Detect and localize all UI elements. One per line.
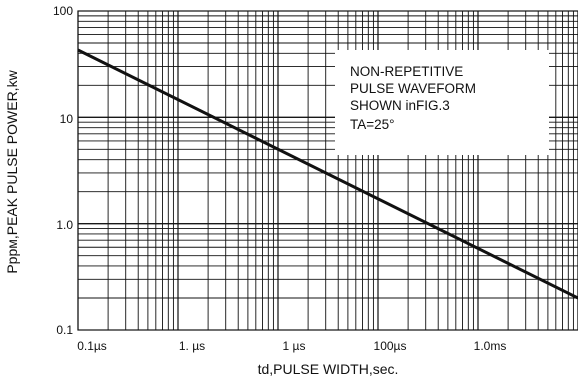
annotation-box: NON-REPETITIVE PULSE WAVEFORM SHOWN inFI… <box>335 50 549 155</box>
x-axis-title: td,PULSE WIDTH,sec. <box>258 361 399 377</box>
annotation-background <box>335 50 549 155</box>
annotation-line: PULSE WAVEFORM <box>350 81 476 96</box>
x-tick-label: 1. µs <box>179 339 205 353</box>
y-tick-label: 10 <box>60 112 74 126</box>
x-tick-labels: 0.1µs 1. µs 1 µs 100µs 1.0ms <box>77 339 506 353</box>
annotation-line: SHOWN inFIG.3 <box>350 98 450 113</box>
y-tick-label: 1.0 <box>56 218 73 232</box>
x-tick-label: 1 µs <box>283 339 306 353</box>
annotation-line: TA=25° <box>350 117 395 132</box>
series-line <box>77 48 578 300</box>
x-tick-label: 0.1µs <box>77 339 107 353</box>
annotation-line: NON-REPETITIVE <box>350 64 463 79</box>
y-tick-labels: 100 10 1.0 0.1 <box>53 4 73 337</box>
grid <box>77 10 578 331</box>
y-axis-title: Pppм,PEAK PULSE POWER,kw <box>4 69 20 273</box>
plot-frame <box>77 10 578 331</box>
y-tick-label: 100 <box>53 4 73 18</box>
x-tick-label: 1.0ms <box>474 339 507 353</box>
series-group <box>77 48 578 300</box>
y-tick-label: 0.1 <box>56 323 73 337</box>
x-tick-label: 100µs <box>374 339 407 353</box>
